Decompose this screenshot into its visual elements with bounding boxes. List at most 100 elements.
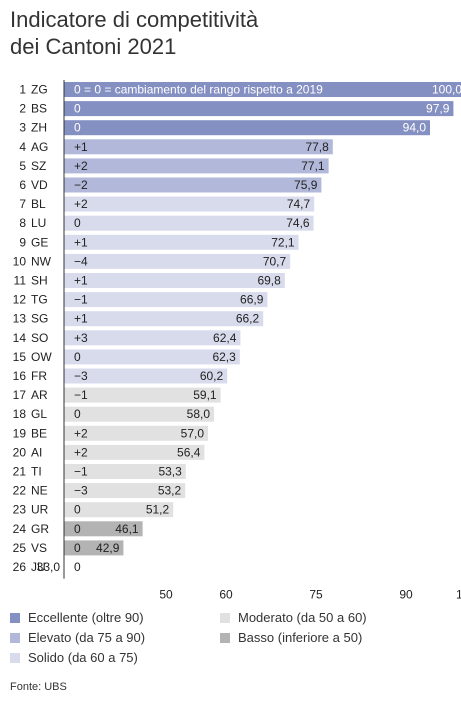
rank-label: 22 <box>13 484 27 498</box>
rank-label: 6 <box>19 178 26 192</box>
bar-gl <box>64 406 214 422</box>
rank-label: 15 <box>13 350 27 364</box>
legend-swatch <box>220 633 230 643</box>
rank-change-label: +2 <box>74 197 88 211</box>
value-label: 70,7 <box>263 254 287 268</box>
rank-label: 5 <box>19 159 26 173</box>
canton-label: ZH <box>31 121 47 135</box>
value-label: 74,6 <box>286 216 310 230</box>
bar-vd <box>64 177 322 193</box>
canton-label: OW <box>31 350 52 364</box>
canton-label: BS <box>31 102 47 116</box>
rank-label: 8 <box>19 216 26 230</box>
value-label: 62,3 <box>212 350 236 364</box>
bar-ar <box>64 387 221 403</box>
rank-change-label: 0 <box>74 121 81 135</box>
rank-label: 18 <box>13 407 27 421</box>
legend-item-moderato: Moderato (da 50 a 60) <box>220 610 367 628</box>
canton-label: SH <box>31 274 48 288</box>
canton-label: SZ <box>31 159 46 173</box>
value-label: 72,1 <box>271 235 295 249</box>
rank-change-label: 0 = 0 = cambiamento del rango rispetto a… <box>74 83 323 97</box>
bar-gr <box>64 521 143 537</box>
rank-change-label: +2 <box>74 445 88 459</box>
value-label: 59,1 <box>193 388 217 402</box>
rank-label: 1 <box>19 83 26 97</box>
legend-label: Solido (da 60 a 75) <box>28 650 138 665</box>
canton-label: LU <box>31 216 46 230</box>
value-label: 57,0 <box>181 426 205 440</box>
rank-label: 2 <box>19 102 26 116</box>
canton-label: NE <box>31 484 48 498</box>
rank-change-label: −3 <box>74 369 88 383</box>
rank-label: 13 <box>13 312 27 326</box>
canton-label: AI <box>31 445 42 459</box>
rank-label: 10 <box>13 254 27 268</box>
canton-label: BE <box>31 426 47 440</box>
rank-label: 9 <box>19 235 26 249</box>
rank-label: 23 <box>13 503 27 517</box>
rank-change-label: −1 <box>74 465 88 479</box>
value-label: 62,4 <box>213 331 237 345</box>
rank-change-label: 0 <box>74 216 81 230</box>
x-tick-label: 100 <box>456 588 461 602</box>
rank-change-label: +1 <box>74 312 88 326</box>
value-label: 58,0 <box>187 407 211 421</box>
source-note: Fonte: UBS <box>10 681 67 693</box>
rank-change-label: −1 <box>74 293 88 307</box>
rank-change-label: +2 <box>74 426 88 440</box>
value-label: 75,9 <box>294 178 318 192</box>
canton-label: UR <box>31 503 49 517</box>
rank-label: 21 <box>13 465 27 479</box>
rank-change-label: 0 <box>74 407 81 421</box>
value-label: 69,8 <box>257 274 281 288</box>
rank-label: 3 <box>19 121 26 135</box>
canton-label: VS <box>31 541 47 555</box>
legend-item-elevato: Elevato (da 75 a 90) <box>10 630 145 648</box>
rank-label: 20 <box>13 445 27 459</box>
legend-swatch <box>10 633 20 643</box>
legend-label: Eccellente (oltre 90) <box>28 610 144 625</box>
legend-item-solido: Solido (da 60 a 75) <box>10 650 138 668</box>
rank-label: 11 <box>14 274 27 288</box>
canton-label: GL <box>31 407 47 421</box>
rank-change-label: 0 <box>74 350 81 364</box>
canton-label: BL <box>31 197 46 211</box>
canton-label: VD <box>31 178 48 192</box>
bar-nw <box>64 253 291 269</box>
canton-label: JU <box>31 560 46 574</box>
canton-label: AR <box>31 388 48 402</box>
value-label: 74,7 <box>287 197 311 211</box>
x-tick-label: 90 <box>399 588 413 602</box>
bar-lu <box>64 215 314 231</box>
bar-so <box>64 330 241 346</box>
x-tick-label: 50 <box>159 588 173 602</box>
value-label: 51,2 <box>146 503 170 517</box>
rank-label: 25 <box>13 541 27 555</box>
value-label: 56,4 <box>177 445 201 459</box>
bar-ow <box>64 349 240 365</box>
canton-label: AG <box>31 140 48 154</box>
bar-bl <box>64 196 315 212</box>
rank-change-label: 0 <box>74 102 81 116</box>
rank-change-label: 0 <box>74 541 81 555</box>
bar-fr <box>64 368 228 384</box>
rank-change-label: −3 <box>74 484 88 498</box>
value-label: 53,3 <box>158 465 182 479</box>
value-label: 97,9 <box>426 102 450 116</box>
rank-label: 14 <box>13 331 27 345</box>
bar-zg <box>64 82 461 97</box>
rank-label: 4 <box>19 140 26 154</box>
chart-title: Indicatore di competitività dei Cantoni … <box>10 6 450 60</box>
rank-change-label: +3 <box>74 331 88 345</box>
value-label: 100,0 <box>432 83 461 97</box>
rank-change-label: 0 <box>74 522 81 536</box>
value-label: 66,2 <box>236 312 260 326</box>
bar-ti <box>64 464 186 479</box>
bar-ag <box>64 139 333 155</box>
canton-label: TI <box>31 465 42 479</box>
rank-change-label: 0 <box>74 503 81 517</box>
chart-title-line-2: dei Cantoni 2021 <box>10 34 177 59</box>
bar-be <box>64 425 208 441</box>
bar-bs <box>64 101 454 117</box>
